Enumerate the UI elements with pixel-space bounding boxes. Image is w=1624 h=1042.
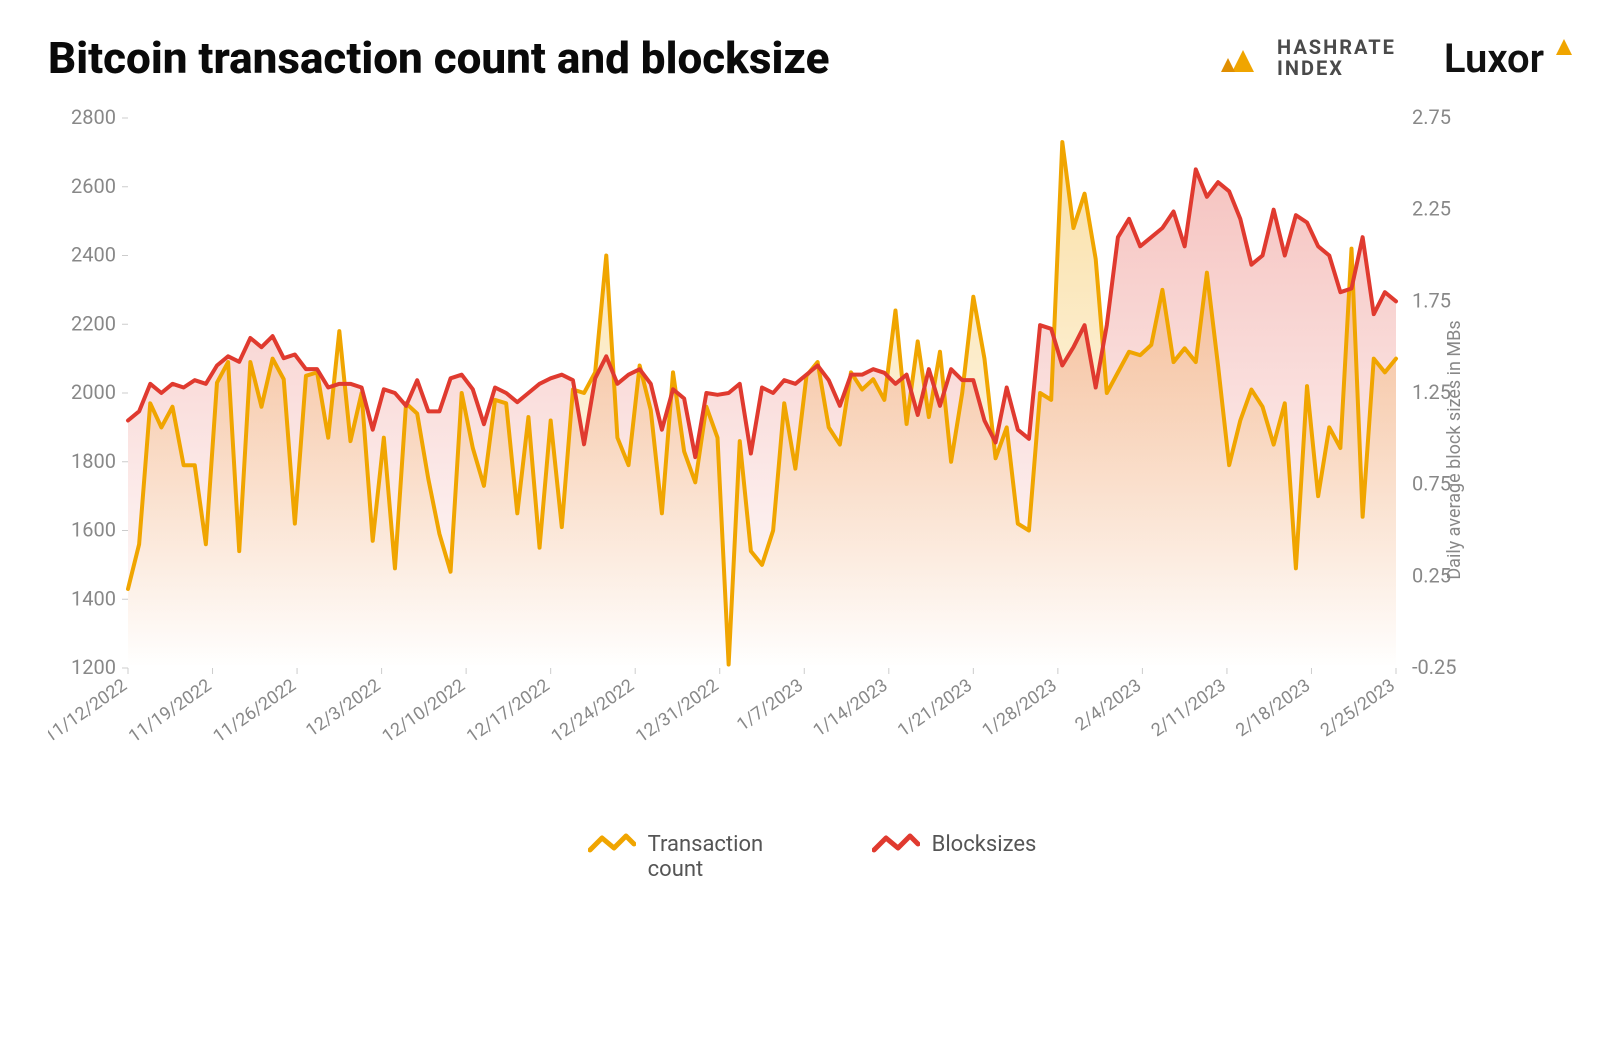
svg-text:2800: 2800 xyxy=(71,108,116,129)
hashrate-text-1: HASHRATE xyxy=(1277,37,1396,58)
svg-text:2/25/2023: 2/25/2023 xyxy=(1317,675,1399,741)
svg-text:2/18/2023: 2/18/2023 xyxy=(1232,675,1314,741)
svg-text:1400: 1400 xyxy=(71,586,116,610)
brand-logos: HASHRATE INDEX Luxor xyxy=(1221,35,1576,82)
legend-item-tx: Transaction count xyxy=(588,832,808,882)
svg-text:12/17/2022: 12/17/2022 xyxy=(463,675,554,747)
hashrate-text-2: INDEX xyxy=(1277,58,1396,79)
svg-text:2200: 2200 xyxy=(71,311,116,335)
svg-text:11/19/2022: 11/19/2022 xyxy=(125,675,216,747)
svg-text:2400: 2400 xyxy=(71,243,116,267)
hashrate-index-logo: HASHRATE INDEX xyxy=(1221,36,1396,80)
svg-text:12/3/2022: 12/3/2022 xyxy=(302,675,384,741)
svg-text:2/11/2023: 2/11/2023 xyxy=(1148,675,1230,741)
legend-item-blocksize: Blocksizes xyxy=(872,832,1037,882)
legend-label-blocksize: Blocksizes xyxy=(932,832,1037,857)
hashrate-icon xyxy=(1221,36,1265,80)
luxor-text: Luxor xyxy=(1444,35,1544,82)
svg-text:2.75: 2.75 xyxy=(1412,108,1451,129)
svg-text:1/21/2023: 1/21/2023 xyxy=(894,675,976,741)
svg-text:11/26/2022: 11/26/2022 xyxy=(209,675,300,747)
svg-text:2000: 2000 xyxy=(71,380,116,404)
svg-text:1800: 1800 xyxy=(71,449,116,473)
svg-text:1600: 1600 xyxy=(71,518,116,542)
svg-text:11/12/2022: 11/12/2022 xyxy=(48,675,131,747)
svg-text:2600: 2600 xyxy=(71,174,116,198)
svg-text:1/28/2023: 1/28/2023 xyxy=(979,675,1061,741)
svg-text:-0.25: -0.25 xyxy=(1412,655,1457,679)
legend-swatch-tx-icon xyxy=(588,832,636,856)
chart-header: Bitcoin transaction count and blocksize … xyxy=(48,32,1576,84)
svg-text:1200: 1200 xyxy=(71,655,116,679)
svg-text:1/14/2023: 1/14/2023 xyxy=(809,675,891,741)
y2-axis-label: Daily average block sizes in MBs xyxy=(1444,320,1465,579)
chart-legend: Transaction count Blocksizes xyxy=(48,832,1576,882)
svg-text:12/31/2022: 12/31/2022 xyxy=(632,675,723,747)
chart-title: Bitcoin transaction count and blocksize xyxy=(48,32,829,84)
svg-text:2.25: 2.25 xyxy=(1412,197,1451,221)
svg-text:1.75: 1.75 xyxy=(1412,288,1451,312)
legend-swatch-blocksize-icon xyxy=(872,832,920,856)
svg-text:12/24/2022: 12/24/2022 xyxy=(548,675,639,747)
svg-text:12/10/2022: 12/10/2022 xyxy=(378,675,469,747)
svg-text:2/4/2023: 2/4/2023 xyxy=(1071,675,1145,736)
chart-container: 1200 1400 1600 1800 2000 2200 2400 2600 2800 -0.2… xyxy=(48,108,1576,792)
luxor-icon xyxy=(1552,35,1576,59)
svg-text:1/7/2023: 1/7/2023 xyxy=(733,675,807,736)
legend-label-tx: Transaction count xyxy=(648,832,808,882)
dual-axis-chart: 1200 1400 1600 1800 2000 2200 2400 2600 2800 -0.2… xyxy=(48,108,1468,788)
luxor-logo: Luxor xyxy=(1444,35,1576,82)
